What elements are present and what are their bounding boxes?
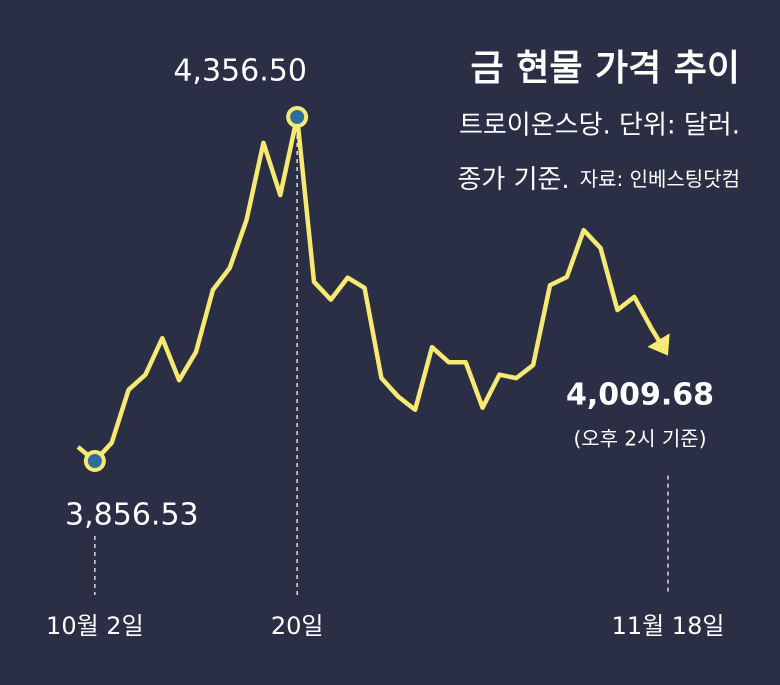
x-tick-label: 10월 2일 (46, 612, 144, 640)
chart-title: 금 현물 가격 추이 (471, 48, 740, 89)
point-marker (83, 450, 106, 472)
value-label: 4,009.68 (566, 378, 714, 413)
value-label: 4,356.50 (173, 54, 307, 89)
x-tick-label: 20일 (271, 612, 324, 640)
subtitle: 종가 기준. (457, 165, 569, 195)
source: 자료: 인베스팅닷컴 (580, 167, 740, 191)
x-tick-label: 11월 18일 (612, 612, 725, 640)
subtitle-line: 종가 기준. 자료: 인베스팅닷컴 (457, 165, 740, 195)
data-line (76, 114, 665, 464)
subtitle: 트로이온스당. 단위: 달러. (459, 111, 740, 141)
arrow-head (647, 333, 670, 356)
annotation: (오후 2시 기준) (573, 427, 706, 451)
value-label: 3,856.53 (65, 498, 199, 533)
point-marker (286, 106, 309, 128)
